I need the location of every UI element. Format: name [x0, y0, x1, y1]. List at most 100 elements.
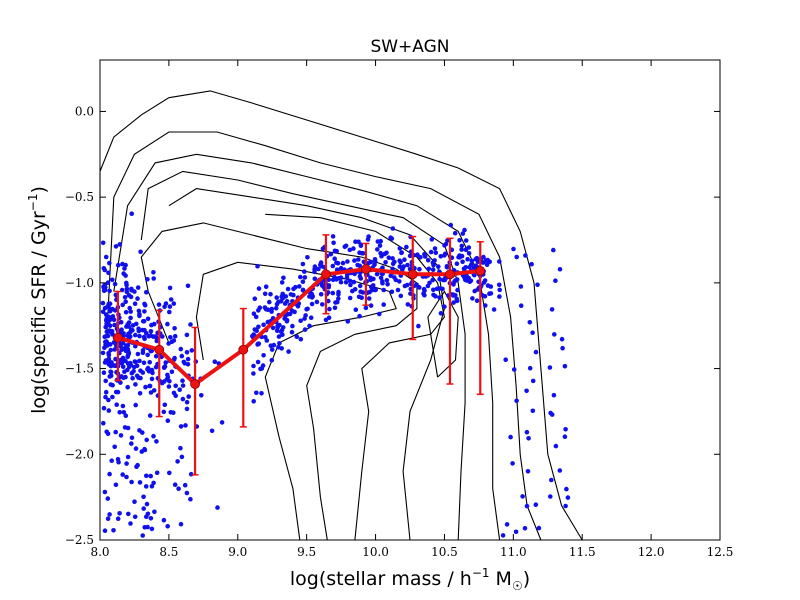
plot-frame: [99, 59, 721, 541]
scatter-point: [133, 382, 138, 387]
scatter-point: [253, 327, 259, 333]
scatter-point: [183, 423, 188, 428]
scatter-point: [381, 302, 387, 307]
scatter-point: [392, 259, 397, 265]
scatter-point: [182, 482, 188, 488]
scatter-point: [381, 287, 387, 293]
scatter-point: [141, 334, 147, 340]
scatter-point: [530, 330, 535, 336]
scatter-point: [436, 264, 441, 269]
scatter-point: [343, 243, 349, 249]
scatter-point: [351, 279, 357, 285]
scatter-point: [251, 399, 256, 404]
y-axis-title-close: ): [28, 186, 50, 193]
scatter-point: [135, 351, 141, 357]
scatter-point: [153, 364, 159, 370]
scatter-point: [281, 275, 286, 281]
scatter-point: [178, 346, 184, 352]
median-point: [238, 344, 249, 355]
scatter-point: [390, 226, 396, 231]
scatter-point: [357, 274, 363, 279]
scatter-point: [144, 473, 149, 479]
scatter-point: [330, 263, 336, 269]
scatter-point: [120, 340, 126, 346]
scatter-point: [443, 241, 449, 247]
scatter-point: [524, 388, 529, 394]
contour-line-9: [427, 290, 459, 378]
scatter-point: [358, 242, 364, 247]
scatter-point: [132, 514, 138, 520]
scatter-point: [140, 319, 146, 324]
scatter-point: [285, 286, 291, 292]
x-axis-title-sub: ☉: [512, 579, 523, 593]
scatter-point: [100, 309, 106, 315]
scatter-point: [417, 266, 422, 272]
scatter-point: [179, 454, 185, 460]
scatter-point: [145, 316, 151, 322]
y-tick-label: −0.5: [65, 190, 94, 204]
scatter-point: [460, 231, 466, 236]
median-point: [113, 332, 123, 343]
scatter-point: [397, 264, 403, 269]
scatter-point: [105, 516, 111, 521]
scatter-point: [384, 250, 389, 256]
scatter-point: [268, 291, 273, 297]
scatter-point: [482, 294, 488, 299]
scatter-point: [107, 260, 112, 266]
scatter-point: [100, 350, 106, 356]
scatter-point: [433, 250, 439, 256]
scatter-point: [144, 437, 149, 443]
scatter-point: [300, 279, 306, 285]
scatter-point: [508, 434, 513, 440]
scatter-point: [273, 305, 279, 311]
scatter-point: [102, 489, 108, 495]
scatter-point: [340, 260, 346, 266]
scatter-point: [500, 533, 506, 538]
scatter-point: [161, 517, 167, 523]
scatter-point: [269, 347, 275, 352]
scatter-point: [260, 363, 266, 368]
scatter-point: [552, 332, 557, 337]
scatter-point: [125, 384, 130, 390]
scatter-point: [148, 473, 153, 479]
scatter-point: [180, 396, 186, 402]
scatter-point: [129, 211, 134, 216]
scatter-point: [141, 506, 146, 511]
scatter-point: [147, 413, 153, 418]
y-tick-label: −2.5: [65, 533, 94, 547]
scatter-point: [107, 374, 112, 379]
y-tick-label: −1.5: [65, 362, 94, 376]
scatter-point: [172, 326, 177, 331]
scatter-point: [431, 292, 436, 298]
scatter-point: [146, 369, 152, 374]
scatter-point: [259, 391, 264, 396]
scatter-point: [128, 309, 133, 314]
contour-line-2: [106, 131, 542, 541]
scatter-point: [368, 284, 374, 290]
scatter-point: [120, 302, 125, 308]
scatter-point: [119, 359, 125, 364]
scatter-point: [483, 303, 488, 308]
scatter-point: [297, 284, 302, 289]
scatter-point: [530, 378, 536, 384]
scatter-point: [113, 429, 118, 435]
scatter-point: [103, 378, 108, 384]
density-contours: [99, 90, 583, 541]
scatter-point: [289, 329, 295, 335]
scatter-point: [123, 299, 128, 305]
scatter-point: [172, 482, 178, 488]
scatter-point: [199, 393, 204, 398]
scatter-point: [184, 350, 190, 355]
scatter-point: [144, 330, 149, 336]
scatter-point: [107, 512, 112, 517]
scatter-point: [120, 472, 125, 477]
scatter-point: [380, 281, 385, 286]
scatter-point: [156, 302, 162, 307]
scatter-point: [137, 480, 143, 485]
scatter-point: [163, 301, 169, 306]
scatter-point: [153, 353, 159, 359]
scatter-point: [277, 322, 282, 328]
scatter-point: [497, 287, 503, 293]
scatter-point: [511, 367, 517, 372]
scatter-point: [338, 265, 344, 271]
